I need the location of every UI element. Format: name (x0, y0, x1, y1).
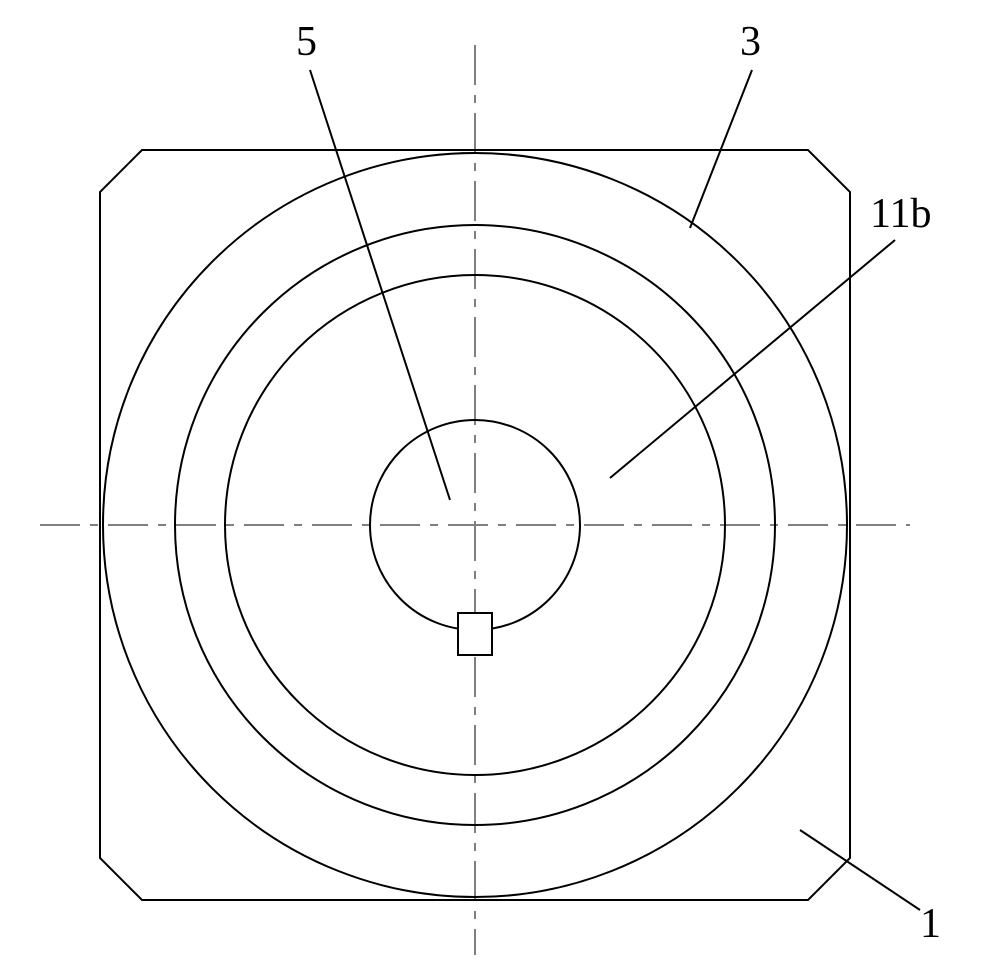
keyway (458, 613, 492, 655)
leader-1 (800, 830, 920, 910)
leader-5 (310, 70, 450, 500)
callout-label-5: 5 (296, 18, 317, 66)
callout-label-11b: 11b (870, 190, 931, 238)
callout-label-1: 1 (920, 900, 941, 948)
diagram-canvas (0, 0, 1000, 961)
callout-label-3: 3 (740, 18, 761, 66)
leader-11b (610, 240, 895, 478)
